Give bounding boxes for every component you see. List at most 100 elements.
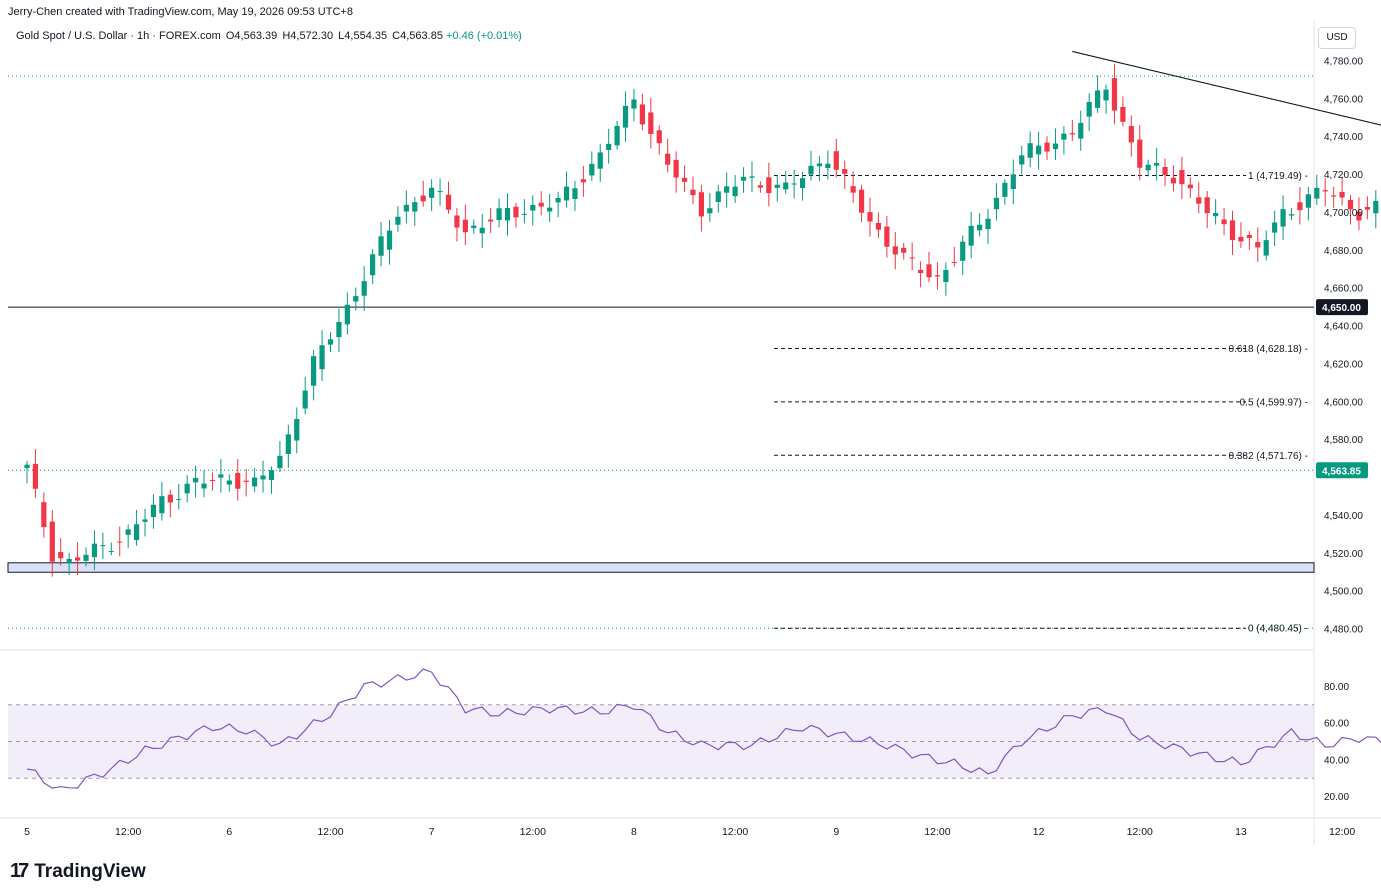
candle-body [1086,101,1092,117]
candle-body [1179,169,1185,185]
high-value: 4,572.30 [290,30,334,42]
price-tick-label: 4,700.00 [1324,208,1363,219]
candle-body [833,151,839,170]
candle-body [1280,209,1286,227]
time-tick-label: 12:00 [722,826,748,838]
chart-attribution: Jerry-Chen created with TradingView.com,… [8,6,353,18]
candle-body [513,206,519,218]
price-tick-label: 4,500.00 [1324,587,1363,598]
candle-body [1196,197,1202,204]
time-tick-label: 8 [631,826,637,838]
candle-body [993,197,1000,210]
candle-body [412,202,418,212]
rsi-tick-label: 60.00 [1324,719,1349,730]
candle-body [327,339,334,345]
time-tick-label: 12:00 [1329,826,1355,838]
candle-body [74,557,81,561]
candle-body [707,208,713,214]
candle-body [395,216,401,225]
candle-body [319,345,325,370]
candle-body [749,176,755,178]
candle-body [1213,213,1219,217]
candle-body [715,191,721,202]
candle-body [41,502,47,528]
candle-body [1272,222,1278,233]
candle-body [892,246,898,255]
low-value: 4,554.35 [344,30,388,42]
candle-body [150,504,157,518]
currency-button[interactable]: USD [1318,27,1356,49]
symbol-name[interactable]: Gold Spot / U.S. Dollar · 1h · FOREX.com [16,30,221,42]
tradingview-logo[interactable]: 17 TradingView [10,860,146,883]
candle-body [277,455,283,469]
candle-body [167,494,173,503]
candle-body [437,191,443,193]
candle-body [83,554,89,561]
candle-body [622,105,629,128]
fib-level-label: 0.618 (4,628.18) - [1229,344,1309,355]
candle-body [631,99,637,109]
price-tick-label: 4,680.00 [1324,246,1363,257]
candle-body [218,474,224,478]
candle-body [1314,187,1320,199]
candle-body [572,188,578,199]
candle-body [420,195,426,202]
candle-body [488,219,494,222]
candle-body [1120,106,1126,122]
candle-body [825,163,831,169]
candle-body [125,529,131,535]
tradingview-logo-text: TradingView [34,860,146,882]
low-label: L [338,30,345,42]
candle-body [91,543,98,558]
candle-body [606,143,612,150]
candle-body [757,185,764,188]
candle-body [901,247,907,253]
time-tick-label: 12:00 [520,826,546,838]
close-value: 4,563.85 [400,30,443,42]
candle-body [951,262,957,264]
candle-body [378,236,384,256]
price-tick-label: 4,780.00 [1324,56,1363,67]
candle-body [656,130,662,144]
candle-body [909,257,915,259]
candle-body [100,545,106,547]
last-price-tag-text: 4,563.85 [1322,466,1361,477]
candle-body [1204,197,1210,214]
time-tick-label: 6 [226,826,232,838]
price-tick-label: 4,760.00 [1324,94,1363,105]
candle-body [1010,174,1016,190]
candle-body [1246,235,1252,238]
time-tick-label: 12:00 [924,826,950,838]
candle-body [429,187,435,198]
candle-body [690,189,696,196]
candle-body [235,472,241,489]
price-tick-label: 4,620.00 [1324,359,1363,370]
candle-body [1229,220,1236,241]
price-tick-label: 4,720.00 [1324,170,1363,181]
candle-body [201,483,207,489]
candle-body [1061,133,1067,140]
candle-body [1297,202,1303,211]
candle-body [555,197,561,203]
candle-body [842,169,848,174]
candle-body [799,178,806,188]
price-tick-label: 4,540.00 [1324,511,1363,522]
level-price-tag-text: 4,650.00 [1322,303,1361,314]
candle-body [302,390,308,409]
candle-body [774,184,780,188]
candle-body [985,218,991,230]
open-value: 4,563.39 [234,30,278,42]
tradingview-logo-mark: 17 [10,860,29,882]
candle-body [285,434,291,454]
candle-body [479,227,485,234]
candle-body [1356,211,1362,221]
candle-body [884,226,890,247]
candle-body [133,524,140,541]
candle-body [1078,122,1084,139]
candle-body [142,519,148,522]
candle-body [538,202,544,207]
candle-body [159,496,165,514]
price-tick-label: 4,480.00 [1324,625,1363,636]
fib-level-label: 0.5 (4,599.97) - [1240,397,1308,408]
